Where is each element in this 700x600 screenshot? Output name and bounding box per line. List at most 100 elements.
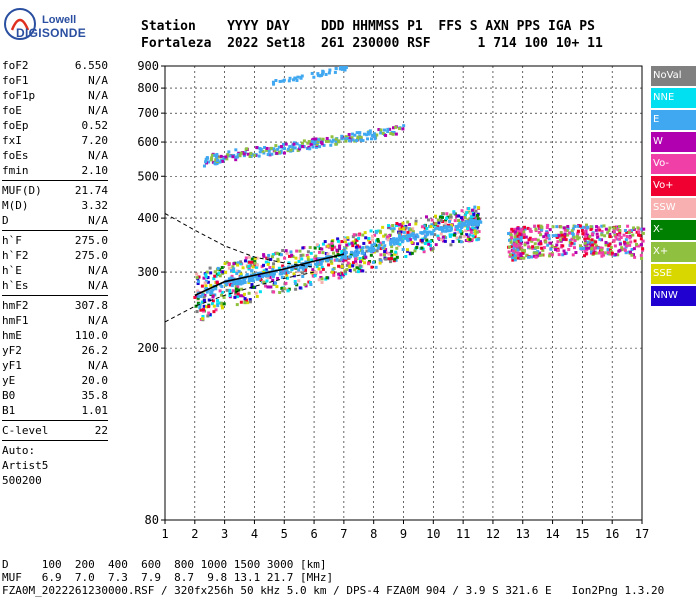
echo-point — [197, 280, 201, 284]
echo-point — [533, 224, 537, 228]
echo-point — [367, 132, 371, 136]
echo-point — [344, 256, 348, 260]
echo-point — [311, 145, 315, 149]
echo-point — [342, 249, 346, 253]
echo-point — [258, 150, 262, 154]
echo-point — [281, 289, 285, 293]
echo-point — [620, 248, 624, 252]
echo-point — [586, 240, 590, 244]
echo-point — [230, 284, 234, 288]
echo-point — [233, 295, 237, 299]
echo-point — [213, 153, 217, 157]
echo-point — [262, 269, 266, 273]
echo-point — [382, 234, 386, 238]
echo-point — [434, 227, 438, 231]
echo-point — [286, 276, 290, 280]
echo-point — [309, 251, 313, 255]
echo-point — [268, 153, 272, 157]
echo-point — [391, 229, 395, 233]
echo-point — [457, 219, 461, 223]
echo-point — [431, 247, 435, 251]
echo-point — [513, 258, 517, 262]
echo-point — [583, 237, 587, 241]
echo-point — [225, 288, 229, 292]
echo-point — [218, 274, 222, 278]
echo-point — [247, 276, 251, 280]
echo-point — [332, 251, 336, 255]
echo-point — [576, 229, 580, 233]
echo-point — [410, 240, 414, 244]
echo-point — [600, 248, 604, 252]
echo-point — [243, 297, 247, 301]
echo-point — [343, 68, 347, 72]
echo-point — [633, 255, 637, 259]
echo-point — [198, 305, 202, 309]
echo-point — [577, 236, 581, 240]
echo-point — [321, 242, 325, 246]
echo-point — [476, 237, 480, 241]
echo-point — [600, 254, 604, 258]
echo-point — [617, 249, 621, 253]
echo-point — [312, 140, 316, 144]
echo-point — [313, 274, 317, 278]
echo-point — [292, 274, 296, 278]
echo-point — [411, 230, 415, 234]
echo-point — [414, 219, 418, 223]
echo-point — [507, 245, 511, 249]
echo-point — [331, 268, 335, 272]
echo-point — [517, 239, 521, 243]
param-label: h`F2 — [2, 249, 29, 262]
echo-point — [570, 241, 574, 245]
x-tick-label: 9 — [400, 527, 407, 541]
echo-point — [359, 260, 363, 264]
param-row: foF1 N/A — [2, 73, 108, 88]
echo-point — [206, 314, 210, 318]
echo-point — [335, 248, 339, 252]
echo-point — [289, 148, 293, 152]
param-value: N/A — [88, 214, 108, 227]
y-tick-label: 800 — [137, 81, 159, 95]
echo-point — [585, 242, 589, 246]
echo-point — [233, 282, 237, 286]
echo-point — [614, 235, 618, 239]
echo-point — [266, 262, 270, 266]
y-tick-label: 200 — [137, 341, 159, 355]
auto-scaling-text: Artist5 — [2, 459, 49, 472]
echo-point — [459, 216, 463, 220]
echo-point — [516, 226, 520, 230]
echo-point — [250, 283, 254, 287]
echo-point — [204, 284, 208, 288]
echo-point — [337, 264, 341, 268]
param-value: 26.2 — [81, 344, 109, 357]
echo-point — [614, 252, 618, 256]
echo-point — [289, 250, 293, 254]
echo-point — [262, 151, 266, 155]
echo-point — [425, 226, 429, 230]
echo-point — [299, 253, 303, 257]
echo-point — [406, 231, 410, 235]
echo-point — [445, 226, 449, 230]
echo-point — [255, 294, 259, 298]
echo-point — [589, 225, 593, 229]
echo-point — [325, 136, 329, 140]
echo-point — [287, 265, 291, 269]
echo-point — [632, 226, 636, 230]
echo-point — [387, 252, 391, 256]
echo-point — [271, 80, 275, 84]
echo-point — [330, 135, 334, 139]
param-row: fmin 2.10 — [2, 163, 108, 178]
echo-point — [308, 147, 312, 151]
echo-point — [351, 132, 355, 136]
echo-point — [379, 253, 383, 257]
echo-point — [594, 244, 598, 248]
echo-point — [296, 149, 300, 153]
param-label: fxI — [2, 134, 22, 147]
echo-point — [216, 302, 220, 306]
echo-point — [559, 225, 563, 229]
echo-point — [344, 272, 348, 276]
echo-point — [307, 145, 311, 149]
echo-point — [600, 233, 604, 237]
echo-point — [202, 299, 206, 303]
echo-point — [306, 263, 310, 267]
x-tick-label: 13 — [516, 527, 530, 541]
